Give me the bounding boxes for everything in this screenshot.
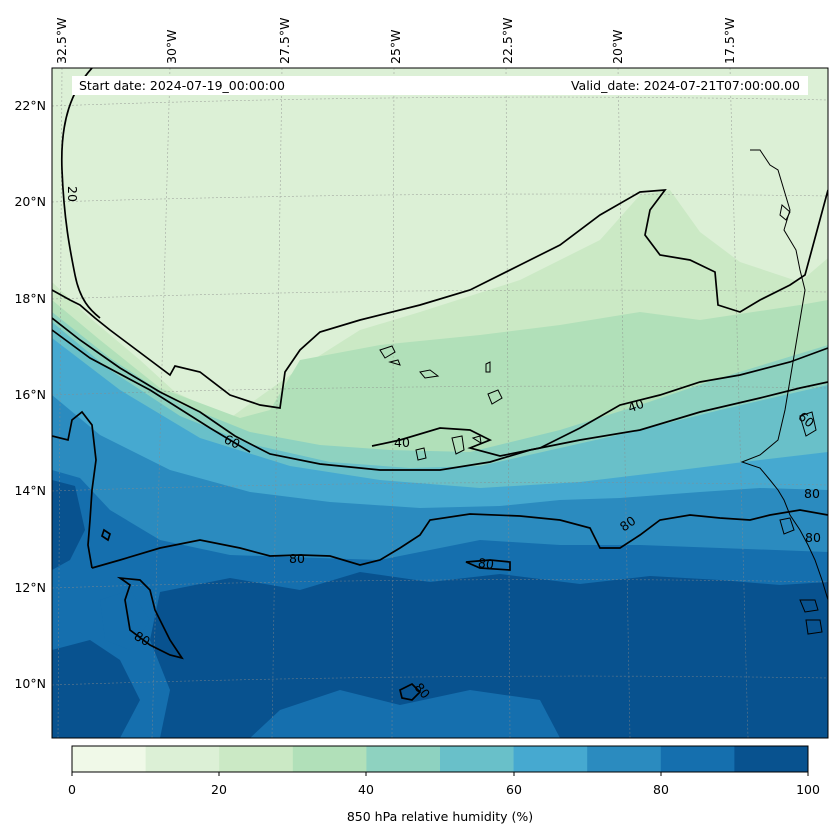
band-90-100-west xyxy=(52,480,85,570)
lat-label: 20°N xyxy=(14,194,46,209)
contour-label: 80 xyxy=(805,530,821,545)
lon-label: 32.5°W xyxy=(54,17,69,64)
colorbar-segment xyxy=(292,746,367,772)
colorbar-segment xyxy=(587,746,662,772)
lon-label: 20°W xyxy=(610,29,625,64)
contour-40-north xyxy=(52,189,828,409)
contour-label: 80 xyxy=(477,555,495,572)
colorbar-label: 850 hPa relative humidity (%) xyxy=(346,809,534,824)
colorbar-tick-label: 20 xyxy=(211,782,227,797)
contour-60-west xyxy=(52,410,97,569)
contour-20 xyxy=(60,68,101,319)
lon-label: 25°W xyxy=(388,29,403,64)
colorbar-tick-label: 80 xyxy=(653,782,669,797)
lon-label: 22.5°W xyxy=(500,17,515,64)
contour-label: 40 xyxy=(394,435,410,450)
colorbar-tick-label: 0 xyxy=(68,782,76,797)
band-90-100 xyxy=(150,572,828,738)
lat-label: 10°N xyxy=(14,676,46,691)
lat-label: 22°N xyxy=(14,98,46,113)
contour-60b xyxy=(52,329,251,453)
colorbar-segment xyxy=(734,746,809,772)
colorbar xyxy=(72,746,809,772)
colorbar-segment xyxy=(366,746,441,772)
colorbar-segment xyxy=(513,746,588,772)
map-plot-area: 20 40 40 60 60 80 80 80 80 80 80 80 xyxy=(52,68,828,738)
colorbar-tick-label: 40 xyxy=(358,782,374,797)
lon-label: 30°W xyxy=(164,29,179,64)
contour-80 xyxy=(91,509,828,569)
contour-label: 80 xyxy=(617,513,639,534)
colorbar-segment xyxy=(219,746,294,772)
contour-80-island xyxy=(465,559,511,571)
colorbar-segment xyxy=(440,746,515,772)
lat-label: 16°N xyxy=(14,387,46,402)
lat-label: 12°N xyxy=(14,580,46,595)
lat-label: 18°N xyxy=(14,291,46,306)
coastlines xyxy=(379,149,828,635)
contour-80-small xyxy=(399,682,422,701)
colorbar-ticks xyxy=(71,772,809,776)
valid-date: Valid_date: 2024-07-21T07:00:00.00 xyxy=(570,78,800,93)
map-frame xyxy=(51,67,829,739)
colorbar-segment xyxy=(72,746,147,772)
graticule xyxy=(52,68,828,738)
colorbar-tick-label: 100 xyxy=(796,782,820,797)
start-date: Start date: 2024-07-19_00:00:00 xyxy=(79,78,285,93)
date-banner: Start date: 2024-07-19_00:00:00 Valid_da… xyxy=(72,76,808,95)
contour-label: 40 xyxy=(626,396,646,416)
lat-label: 14°N xyxy=(14,483,46,498)
colorbar-segment xyxy=(660,746,735,772)
contour-label: 80 xyxy=(289,551,305,566)
contour-label: 80 xyxy=(132,628,153,649)
colorbar-tick-label: 60 xyxy=(506,782,522,797)
colorbar-segment xyxy=(145,746,220,772)
lon-label: 27.5°W xyxy=(277,17,292,64)
lon-label: 17.5°W xyxy=(722,17,737,64)
band-90-100-sw xyxy=(52,640,140,738)
colorbar-frame xyxy=(71,745,809,773)
contour-80-small2 xyxy=(100,528,112,542)
contour-60 xyxy=(52,317,828,471)
contour-80-sw xyxy=(116,576,184,660)
contour-label: 20 xyxy=(65,186,80,202)
contour-label: 60 xyxy=(222,431,243,451)
contour-label: 80 xyxy=(804,486,820,501)
contour-lines xyxy=(52,68,828,701)
